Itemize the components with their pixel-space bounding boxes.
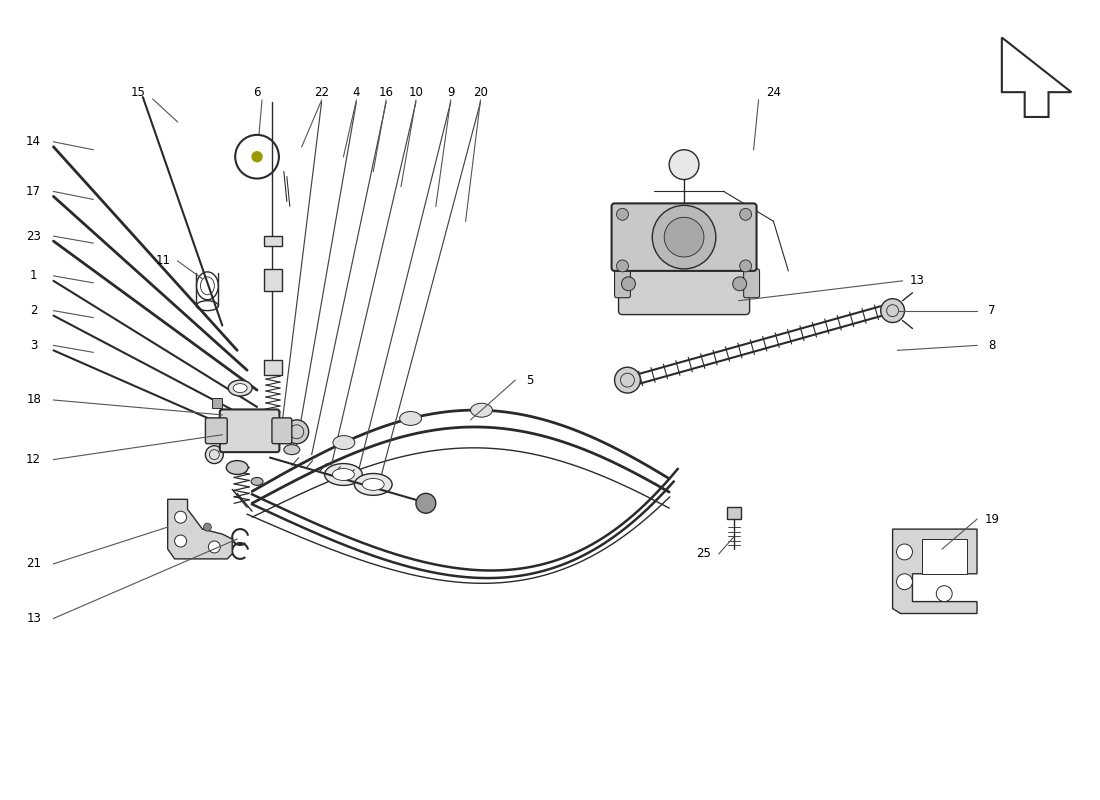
- Bar: [264, 269, 282, 290]
- Circle shape: [208, 541, 220, 553]
- Ellipse shape: [333, 436, 355, 450]
- Bar: [727, 507, 740, 519]
- Text: 16: 16: [378, 86, 394, 98]
- Text: 6: 6: [253, 86, 261, 98]
- Circle shape: [206, 446, 223, 463]
- Circle shape: [266, 412, 278, 424]
- Text: 19: 19: [984, 513, 1000, 526]
- Circle shape: [652, 206, 716, 269]
- Circle shape: [615, 367, 640, 393]
- Text: 25: 25: [696, 547, 712, 561]
- FancyBboxPatch shape: [744, 269, 759, 298]
- Text: 20: 20: [473, 86, 488, 98]
- Circle shape: [616, 260, 628, 272]
- Text: 4: 4: [353, 86, 360, 98]
- Circle shape: [664, 218, 704, 257]
- Text: 10: 10: [408, 86, 424, 98]
- Text: 1: 1: [30, 270, 37, 282]
- Ellipse shape: [332, 469, 354, 481]
- Text: 21: 21: [26, 558, 41, 570]
- Circle shape: [204, 523, 211, 531]
- Circle shape: [285, 420, 309, 444]
- Text: 9: 9: [447, 86, 454, 98]
- Text: 15: 15: [131, 86, 145, 98]
- FancyBboxPatch shape: [615, 269, 630, 298]
- Text: 17: 17: [26, 185, 41, 198]
- Circle shape: [621, 277, 636, 290]
- Text: 12: 12: [26, 453, 41, 466]
- Ellipse shape: [251, 478, 263, 486]
- FancyBboxPatch shape: [206, 418, 228, 444]
- Circle shape: [896, 544, 913, 560]
- Text: 22: 22: [315, 86, 329, 98]
- FancyBboxPatch shape: [618, 262, 749, 314]
- Circle shape: [739, 208, 751, 220]
- Circle shape: [416, 494, 436, 514]
- Ellipse shape: [471, 403, 493, 417]
- Text: 8: 8: [988, 339, 996, 352]
- Text: 13: 13: [910, 274, 925, 287]
- Text: 24: 24: [766, 86, 781, 98]
- Text: 13: 13: [26, 612, 41, 625]
- Circle shape: [896, 574, 913, 590]
- Ellipse shape: [354, 474, 392, 495]
- Ellipse shape: [399, 411, 421, 426]
- Circle shape: [739, 260, 751, 272]
- Bar: [923, 539, 967, 574]
- Text: 23: 23: [26, 230, 41, 242]
- Ellipse shape: [227, 461, 249, 474]
- Circle shape: [252, 152, 262, 162]
- Text: 5: 5: [527, 374, 534, 386]
- FancyBboxPatch shape: [272, 418, 292, 444]
- Text: 3: 3: [30, 339, 37, 352]
- Text: 2: 2: [30, 304, 37, 317]
- Bar: [264, 360, 282, 375]
- Polygon shape: [167, 499, 232, 559]
- Circle shape: [175, 511, 187, 523]
- Text: 18: 18: [26, 394, 41, 406]
- Ellipse shape: [229, 380, 252, 396]
- Circle shape: [733, 277, 747, 290]
- Circle shape: [616, 208, 628, 220]
- Circle shape: [936, 586, 953, 602]
- Ellipse shape: [324, 463, 362, 486]
- Text: 14: 14: [26, 135, 41, 148]
- Ellipse shape: [284, 445, 299, 454]
- FancyBboxPatch shape: [220, 410, 279, 452]
- Ellipse shape: [233, 384, 248, 393]
- Text: 7: 7: [988, 304, 996, 317]
- Ellipse shape: [362, 478, 384, 490]
- Circle shape: [881, 298, 904, 322]
- FancyBboxPatch shape: [612, 203, 757, 271]
- Circle shape: [669, 150, 698, 179]
- Polygon shape: [892, 529, 977, 614]
- Bar: [264, 236, 282, 246]
- Bar: [212, 398, 222, 408]
- Text: 11: 11: [155, 254, 170, 267]
- Circle shape: [175, 535, 187, 547]
